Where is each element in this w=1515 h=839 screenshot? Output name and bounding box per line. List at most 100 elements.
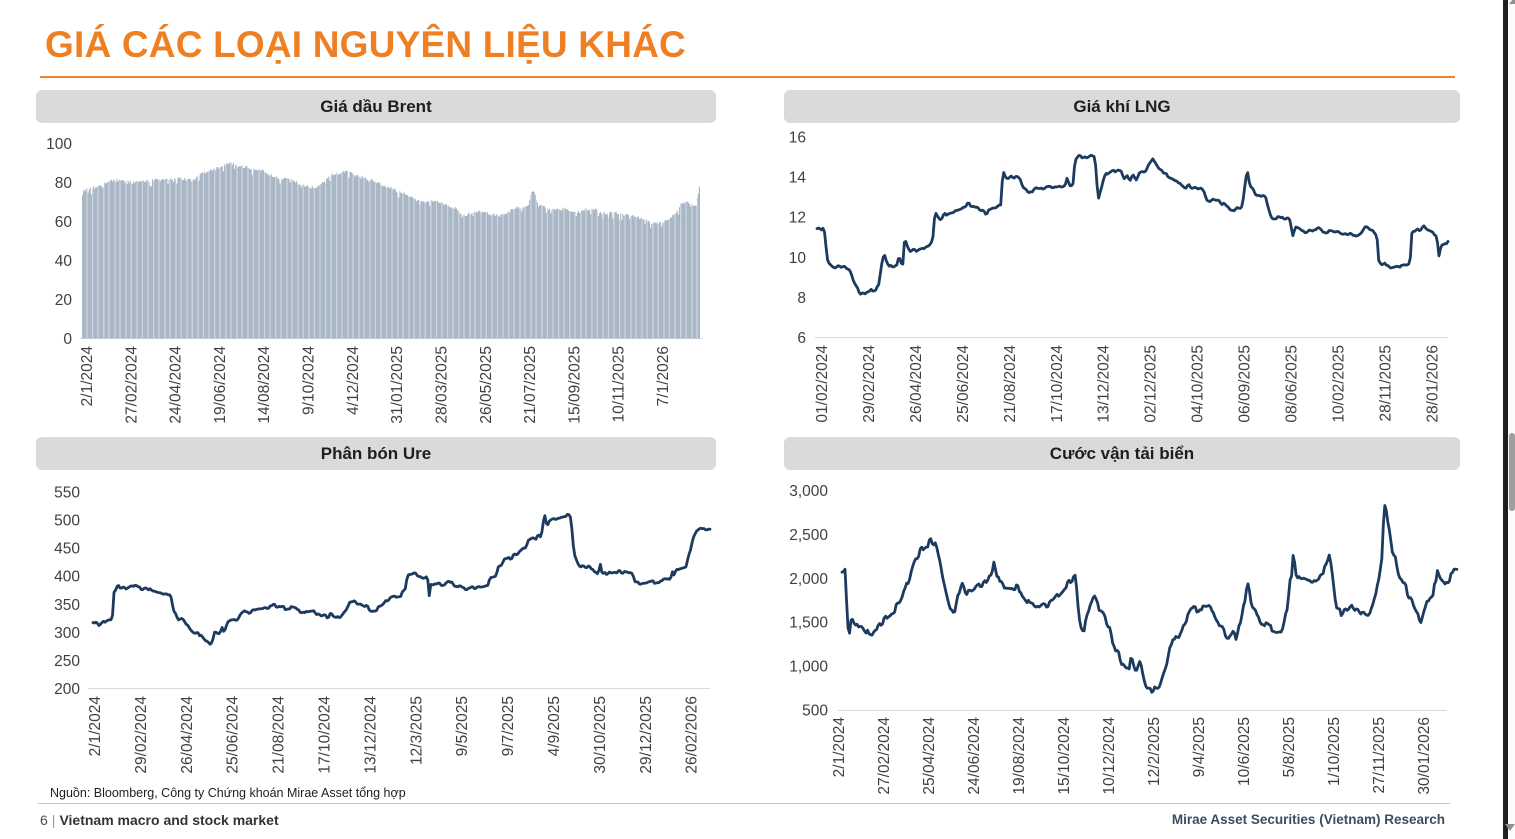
x-tick-label: 21/08/2024: [1002, 345, 1019, 423]
scrollbar-thumb[interactable]: [1508, 433, 1515, 511]
y-tick-label: 60: [55, 214, 73, 231]
x-tick-label: 19/08/2024: [1011, 717, 1028, 795]
x-tick-label: 29/02/2024: [133, 696, 150, 774]
x-tick-label: 04/10/2025: [1190, 345, 1207, 423]
y-tick-label: 10: [789, 250, 807, 267]
x-tick-label: 30/01/2026: [1416, 717, 1433, 795]
scrollbar[interactable]: [1508, 0, 1515, 839]
line-series: [815, 153, 1450, 296]
x-tick-label: 01/02/2024: [814, 345, 831, 423]
x-tick-label: 30/10/2025: [592, 696, 609, 774]
x-tick-label: 9/5/2025: [454, 696, 471, 756]
footer-left-title: Vietnam macro and stock market: [59, 812, 279, 828]
x-tick-label: 27/11/2025: [1371, 717, 1388, 793]
x-tick-label: 2/1/2024: [87, 696, 104, 757]
x-tick-label: 25/06/2024: [955, 345, 972, 423]
x-tick-label: 26/04/2024: [179, 696, 196, 774]
x-tick-label: 21/08/2024: [271, 696, 288, 774]
x-tick-label: 13/12/2024: [1096, 345, 1113, 423]
y-tick-label: 6: [797, 330, 806, 347]
x-tick-label: 25/06/2024: [225, 696, 242, 774]
chart-brent: 0 20 40 60 80 100 2/1/2024 27/02/2024 24/04/2024…: [46, 136, 703, 424]
x-tick-label: 28/01/2026: [1424, 345, 1441, 423]
y-tick-label: 100: [46, 136, 72, 153]
x-tick-label: 10/6/2025: [1236, 717, 1253, 786]
x-tick-label: 28/03/2025: [433, 346, 450, 424]
x-tick-label: 15/10/2024: [1056, 717, 1073, 795]
footer-separator: |: [51, 812, 56, 828]
x-tick-label: 14/08/2024: [256, 346, 273, 424]
x-tick-label: 26/05/2025: [478, 346, 495, 424]
x-tick-label: 15/09/2025: [566, 346, 583, 424]
x-tick-label: 26/02/2026: [684, 696, 701, 774]
footer-left: 6 | Vietnam macro and stock market: [40, 812, 279, 828]
x-tick-label: 24/04/2024: [168, 346, 185, 424]
line-series: [91, 513, 712, 646]
x-tick-label: 10/02/2025: [1330, 345, 1347, 423]
y-tick-label: 12: [789, 210, 806, 227]
y-tick-label: 40: [55, 253, 73, 270]
chart-header-lng: Giá khí LNG: [784, 90, 1460, 123]
x-tick-label: 19/06/2024: [212, 346, 229, 424]
title-rule: [40, 76, 1455, 78]
x-tick-label: 28/11/2025: [1377, 345, 1394, 421]
y-tick-label: 2,000: [789, 571, 828, 588]
x-tick-label: 27/02/2024: [876, 717, 893, 795]
chart-freight: 500 1,000 1,500 2,000 2,500 3,000 2/1/2024 27/0…: [789, 483, 1459, 795]
footer-divider: [38, 803, 1450, 804]
chart-header-freight: Cước vận tải biển: [784, 437, 1460, 470]
y-tick-label: 16: [789, 130, 806, 147]
page-title: GIÁ CÁC LOẠI NGUYÊN LIỆU KHÁC: [45, 24, 686, 65]
x-tick-label: 12/2/2025: [1146, 717, 1163, 786]
y-tick-label: 1,000: [789, 659, 828, 676]
y-tick-label: 80: [55, 175, 73, 192]
chart-header-ure: Phân bón Ure: [36, 437, 716, 470]
y-tick-label: 3,000: [789, 483, 828, 500]
x-tick-label: 26/04/2024: [908, 345, 925, 423]
y-tick-label: 500: [802, 703, 828, 720]
y-tick-label: 0: [63, 331, 72, 348]
source-note: Nguồn: Bloomberg, Công ty Chứng khoán Mi…: [50, 786, 406, 800]
chart-lng: 6 8 10 12 14 16 01/02/2024 29/02/2024 26/04/2024…: [789, 130, 1450, 423]
scroll-down-icon[interactable]: [1505, 824, 1515, 831]
x-tick-label: 4/12/2024: [345, 346, 362, 415]
x-tick-label: 13/12/2024: [362, 696, 379, 774]
x-tick-label: 31/01/2025: [389, 346, 406, 424]
y-tick-label: 450: [54, 541, 80, 558]
x-tick-label: 10/11/2025: [611, 346, 628, 422]
x-tick-label: 2/1/2024: [79, 346, 96, 407]
x-tick-label: 9/10/2024: [301, 346, 318, 415]
x-tick-label: 17/10/2024: [317, 696, 334, 774]
bar-series: [82, 162, 700, 339]
x-tick-label: 12/3/2025: [408, 696, 425, 765]
y-tick-label: 300: [54, 625, 80, 642]
page-number: 6: [40, 812, 48, 828]
x-tick-label: 1/10/2025: [1326, 717, 1343, 786]
x-tick-label: 27/02/2024: [123, 346, 140, 424]
chart-title-freight: Cước vận tải biển: [1049, 443, 1195, 463]
x-tick-label: 2/1/2024: [831, 717, 848, 778]
chart-title-brent: Giá dầu Brent: [320, 96, 432, 116]
x-tick-label: 02/12/2025: [1143, 345, 1160, 423]
y-tick-label: 550: [54, 485, 80, 502]
y-tick-label: 200: [54, 681, 80, 698]
y-tick-label: 250: [54, 653, 80, 670]
x-tick-label: 5/8/2025: [1281, 717, 1298, 777]
y-tick-label: 400: [54, 569, 80, 586]
chart-title-ure: Phân bón Ure: [320, 443, 432, 463]
footer-right: Mirae Asset Securities (Vietnam) Researc…: [1171, 812, 1445, 827]
chart-title-lng: Giá khí LNG: [1073, 96, 1171, 116]
scroll-up-icon[interactable]: [1508, 0, 1515, 4]
x-tick-label: 17/10/2024: [1049, 345, 1066, 423]
y-tick-label: 1,500: [789, 615, 828, 632]
x-tick-label: 4/9/2025: [546, 696, 563, 756]
x-tick-label: 9/4/2025: [1191, 717, 1208, 777]
x-tick-label: 21/07/2025: [522, 346, 539, 424]
x-tick-label: 7/1/2026: [655, 346, 672, 406]
x-tick-label: 06/09/2025: [1237, 345, 1254, 423]
y-tick-label: 500: [54, 513, 80, 530]
y-tick-label: 8: [797, 290, 806, 307]
chart-header-brent: Giá dầu Brent: [36, 90, 716, 123]
